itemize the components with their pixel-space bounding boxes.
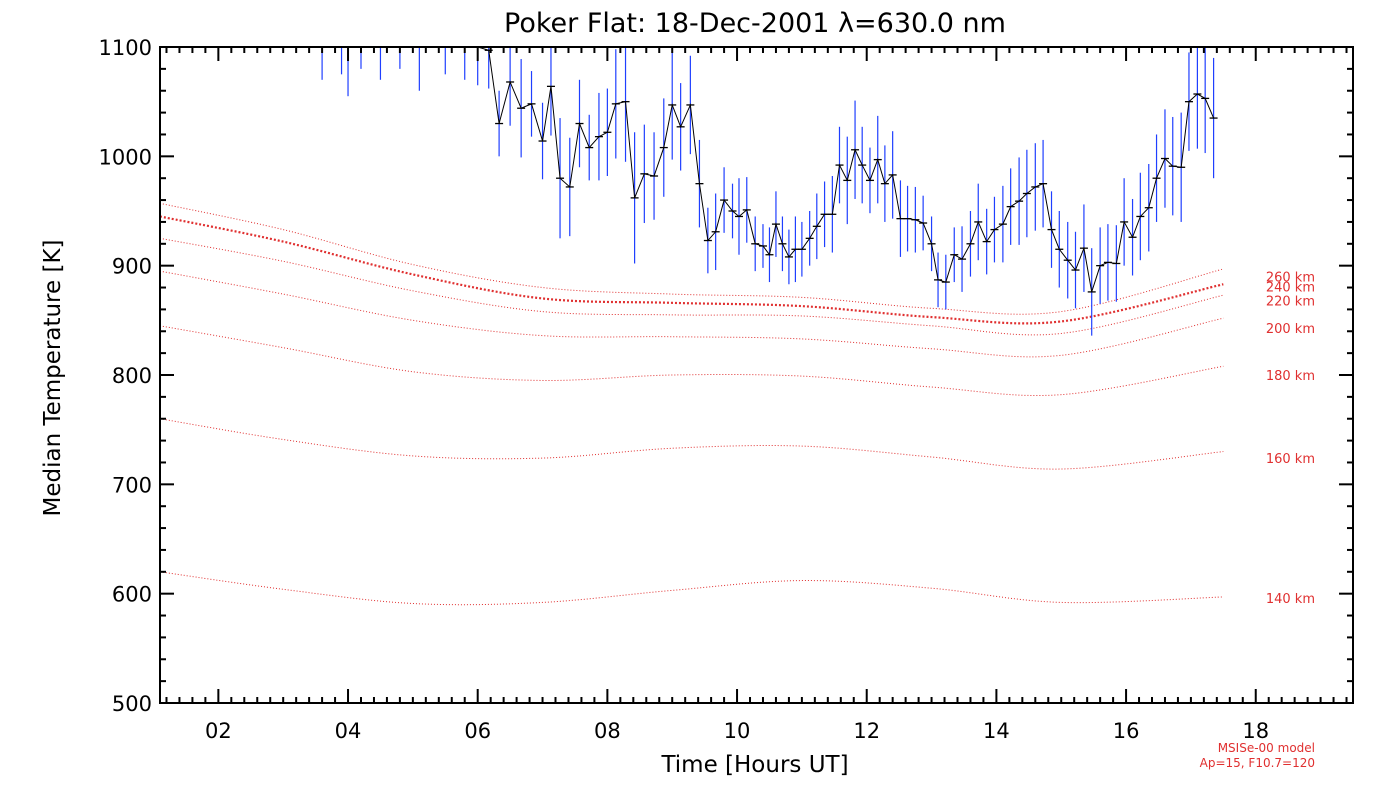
model-note-line-2: Ap=15, F10.7=120 (1200, 756, 1315, 770)
y-axis-label: Median Temperature [K] (40, 240, 66, 517)
y-tick-label: 1100 (99, 36, 152, 60)
measurement-series (477, 46, 1218, 293)
model-curve-180km (159, 325, 1224, 397)
altitude-label: 140 km (1266, 592, 1315, 607)
x-tick-label: 04 (335, 719, 362, 743)
y-tick-label: 1000 (99, 145, 152, 169)
x-tick-label: 18 (1242, 719, 1269, 743)
model-curve-140km (159, 571, 1224, 606)
y-tick-label: 500 (112, 692, 152, 716)
temperature-line (477, 46, 1215, 293)
y-tick-label: 900 (112, 255, 152, 279)
x-tick-label: 10 (724, 719, 751, 743)
x-tick-label: 06 (464, 719, 491, 743)
altitude-label: 160 km (1266, 452, 1315, 467)
model-note-line-1: MSISe-00 model (1218, 741, 1315, 755)
altitude-label: 260 km (1266, 271, 1315, 286)
model-curve-160km (159, 418, 1224, 470)
altitude-label: 180 km (1266, 369, 1315, 384)
model-curve-200km (159, 270, 1224, 358)
altitude-label: 200 km (1266, 322, 1315, 337)
x-tick-label: 02 (205, 719, 232, 743)
axis-ticks: 500 600 700 800 900 1000 1100 02 04 06 08 10 12 14 16 1… (99, 36, 1353, 743)
x-axis-label: Time [Hours UT] (660, 752, 848, 778)
x-tick-label: 08 (594, 719, 621, 743)
altitude-label: 220 km (1266, 295, 1315, 310)
y-tick-label: 600 (112, 583, 152, 607)
y-tick-label: 800 (112, 364, 152, 388)
error-bars (321, 47, 1215, 336)
x-tick-label: 14 (983, 719, 1010, 743)
model-curve-220km (159, 237, 1224, 336)
y-tick-label: 700 (112, 473, 152, 497)
plot-frame (159, 46, 1354, 704)
x-tick-label: 12 (853, 719, 880, 743)
x-tick-label: 16 (1113, 719, 1140, 743)
model-curves (159, 202, 1224, 606)
altitude-label: 240 km (1266, 280, 1315, 295)
chart-title: Poker Flat: 18-Dec-2001 λ=630.0 nm (504, 8, 1006, 39)
model-curve-260km (159, 202, 1224, 315)
model-curve-240km (159, 215, 1224, 325)
